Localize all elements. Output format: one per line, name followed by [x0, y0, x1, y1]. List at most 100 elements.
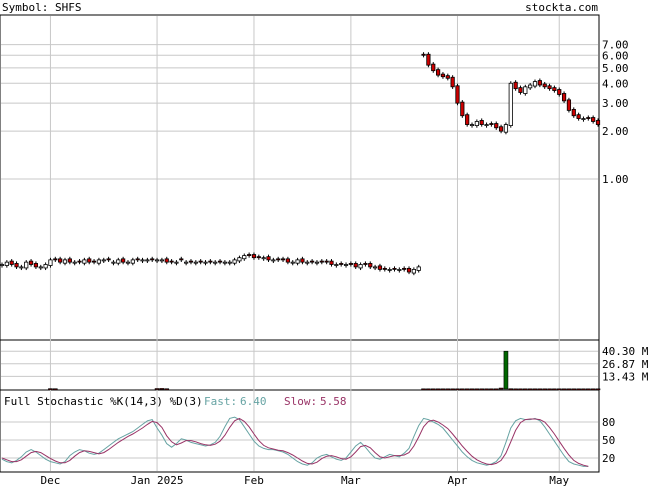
candle-body: [154, 259, 160, 262]
volume-bar: [455, 388, 460, 391]
candle-body: [14, 263, 19, 268]
volume-bar: [503, 350, 509, 390]
candle-body: [188, 260, 194, 263]
candle-body: [557, 89, 562, 95]
volume-bar: [154, 388, 160, 390]
candle-body: [465, 114, 470, 125]
volume-bar: [571, 388, 577, 391]
candle-body: [135, 258, 140, 261]
candle-body: [445, 75, 450, 79]
candle-body: [353, 263, 358, 268]
candle-body: [38, 266, 43, 269]
candle-body: [469, 124, 475, 126]
volume-bar: [460, 388, 465, 391]
slow-stochastic-line: [1, 417, 589, 467]
volume-bar: [595, 388, 601, 391]
volume-bar: [48, 388, 53, 390]
candle-body: [314, 261, 320, 264]
candle-body: [164, 258, 169, 263]
fast-label: Fast:: [204, 395, 237, 408]
price-tick-label: 4.00: [602, 77, 629, 90]
candle-body: [528, 84, 533, 89]
candle-body: [276, 258, 281, 261]
candle-body: [208, 260, 213, 263]
candle-body: [450, 76, 455, 88]
candle-body: [440, 73, 446, 78]
candle-body: [489, 123, 494, 125]
volume-bar: [537, 388, 543, 391]
x-tick-label: Dec: [41, 474, 61, 486]
candle-body: [0, 264, 5, 266]
price-panel: [0, 14, 600, 341]
candle-body: [121, 258, 126, 263]
candle-body: [266, 256, 271, 261]
candle-body: [566, 99, 572, 111]
candle-body: [285, 258, 290, 263]
candle-body: [591, 117, 596, 122]
candle-body: [532, 81, 538, 87]
candle-body: [523, 86, 528, 94]
candle-body: [53, 258, 58, 261]
candle-body: [426, 53, 431, 66]
x-tick-label: Mar: [341, 474, 361, 486]
volume-bar: [581, 388, 586, 391]
candle-body: [397, 269, 402, 271]
volume-bar: [566, 388, 572, 391]
candle-body: [513, 81, 518, 90]
price-tick-label: 5.00: [602, 62, 629, 75]
volume-bar: [479, 388, 485, 391]
candle-body: [343, 264, 349, 266]
candle-body: [179, 258, 184, 261]
candle-body: [213, 261, 218, 264]
candle-body: [82, 259, 87, 264]
candle-body: [184, 261, 189, 264]
candle-body: [43, 264, 48, 269]
candle-body: [91, 260, 97, 263]
candle-body: [203, 261, 208, 264]
candle-body: [576, 114, 581, 119]
candle-body: [58, 258, 63, 263]
candle-body: [348, 263, 353, 265]
volume-tick-label: 26.87 M: [602, 358, 649, 371]
candle-body: [537, 80, 542, 86]
candle-body: [416, 266, 421, 271]
candle-body: [125, 261, 131, 264]
candle-body: [358, 264, 363, 269]
candle-body: [72, 261, 77, 264]
candle-body: [324, 260, 329, 263]
candle-body: [300, 258, 305, 263]
candle-body: [159, 259, 164, 262]
candle-body: [363, 263, 368, 265]
volume-bar: [513, 388, 518, 391]
candle-body: [387, 269, 392, 271]
volume-tick-label: 13.43 M: [602, 370, 649, 383]
candle-body: [402, 267, 407, 270]
candle-body: [319, 260, 324, 263]
price-tick-label: 7.00: [602, 39, 629, 52]
candle-body: [111, 261, 116, 264]
candle-body: [339, 263, 344, 265]
brand-label[interactable]: stockta.com: [525, 1, 598, 14]
price-tick-label: 1.00: [602, 173, 629, 186]
candle-body: [571, 108, 576, 117]
volume-bar: [547, 388, 552, 391]
candle-body: [169, 260, 174, 263]
candle-body: [237, 257, 242, 262]
volume-bar: [586, 388, 591, 391]
candle-body: [581, 118, 586, 120]
candle-body: [290, 261, 295, 264]
candle-body: [503, 124, 509, 133]
candle-body: [33, 263, 39, 268]
volume-bar: [576, 388, 581, 391]
candle-body: [411, 269, 416, 274]
candle-body: [518, 87, 523, 93]
candle-body: [87, 258, 92, 263]
price-tick-label: 2.00: [602, 125, 629, 138]
candle-body: [436, 69, 441, 76]
candle-body: [9, 260, 14, 265]
volume-bar: [426, 388, 431, 391]
x-tick-label: Jan 2025: [131, 474, 184, 486]
candle-body: [508, 82, 513, 126]
candle-body: [140, 259, 145, 262]
